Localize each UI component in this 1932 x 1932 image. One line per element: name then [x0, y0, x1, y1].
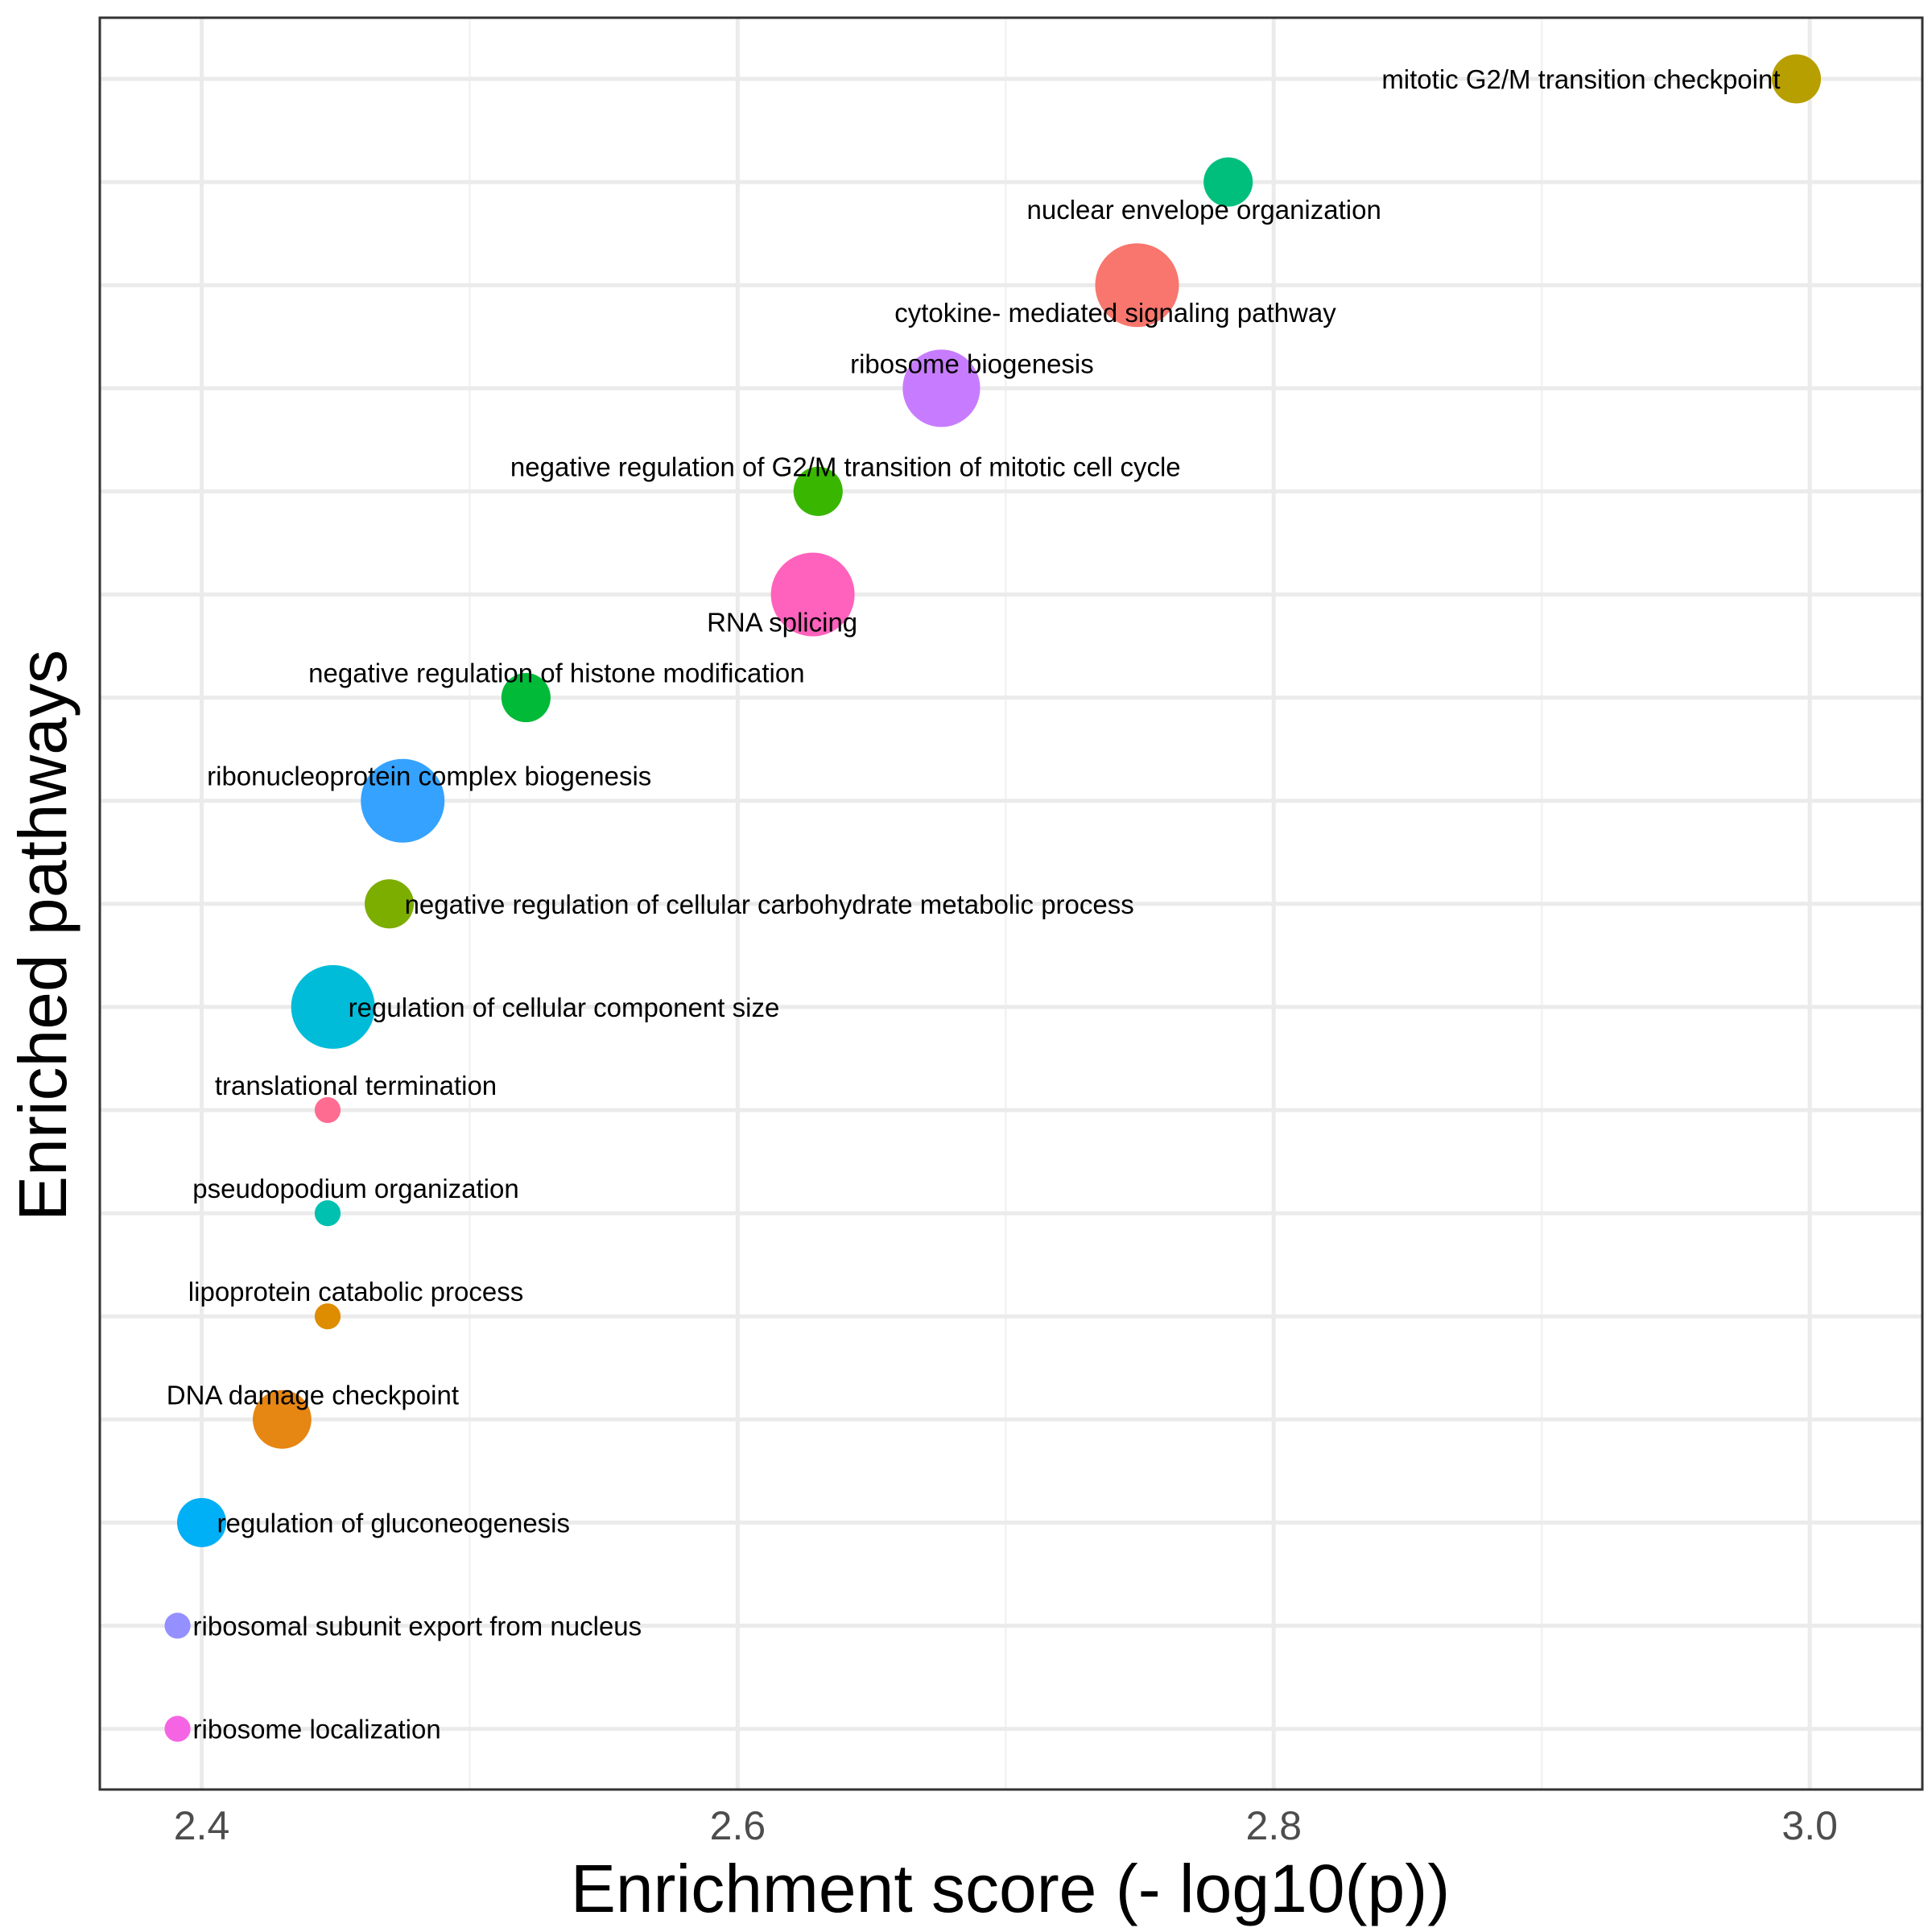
x-tick-label: 3.0 — [1781, 1803, 1838, 1848]
point-label: lipoprotein catabolic process — [188, 1277, 523, 1307]
data-point — [314, 1303, 341, 1330]
point-label: negative regulation of cellular carbohyd… — [405, 890, 1134, 919]
x-axis-tick-labels: 2.4 2.6 2.8 3.0 — [174, 1803, 1838, 1848]
point-label: pseudopodium organization — [192, 1174, 518, 1203]
data-point — [361, 758, 445, 843]
x-tick-label: 2.4 — [174, 1803, 230, 1848]
data-point — [902, 349, 980, 427]
data-point — [1203, 157, 1253, 207]
point-label: RNA splicing — [707, 608, 857, 638]
data-point — [365, 879, 415, 929]
data-point — [164, 1612, 191, 1639]
point-label: cytokine- mediated signaling pathway — [894, 298, 1336, 328]
point-label: negative regulation of G2/M transition o… — [510, 452, 1181, 481]
grid-lines — [100, 18, 1922, 1790]
data-point — [793, 466, 843, 516]
data-point — [501, 673, 551, 723]
data-point — [770, 552, 855, 637]
panel-border — [98, 16, 1924, 1791]
point-label: ribosomal subunit export from nucleus — [193, 1612, 642, 1641]
point-labels: mitotic G2/M transition checkpoint nuclea… — [167, 64, 1781, 1744]
data-point — [253, 1389, 312, 1449]
y-axis-title: Enriched pathways — [5, 650, 80, 1221]
data-point — [291, 964, 375, 1049]
point-label: ribosome localization — [193, 1715, 441, 1744]
point-label: regulation of cellular component size — [349, 993, 780, 1022]
data-point — [314, 1199, 341, 1227]
point-label: translational termination — [215, 1071, 497, 1100]
x-axis-title: Enrichment score (- log10(p)) — [571, 1851, 1450, 1926]
data-point — [1095, 243, 1179, 328]
data-points — [164, 54, 1822, 1742]
point-label: nuclear envelope organization — [1027, 195, 1381, 225]
point-label: ribonucleoprotein complex biogenesis — [207, 762, 651, 791]
data-point — [314, 1096, 341, 1124]
data-point — [1771, 54, 1822, 104]
data-point — [176, 1497, 227, 1547]
x-tick-label: 2.8 — [1246, 1803, 1302, 1848]
point-label: DNA damage checkpoint — [167, 1380, 459, 1410]
point-label: negative regulation of histone modificat… — [308, 658, 804, 688]
data-point — [164, 1715, 191, 1742]
point-label: ribosome biogenesis — [850, 349, 1094, 378]
point-label: regulation of gluconeogenesis — [217, 1508, 571, 1538]
point-label: mitotic G2/M transition checkpoint — [1381, 64, 1780, 94]
x-tick-label: 2.6 — [710, 1803, 766, 1848]
